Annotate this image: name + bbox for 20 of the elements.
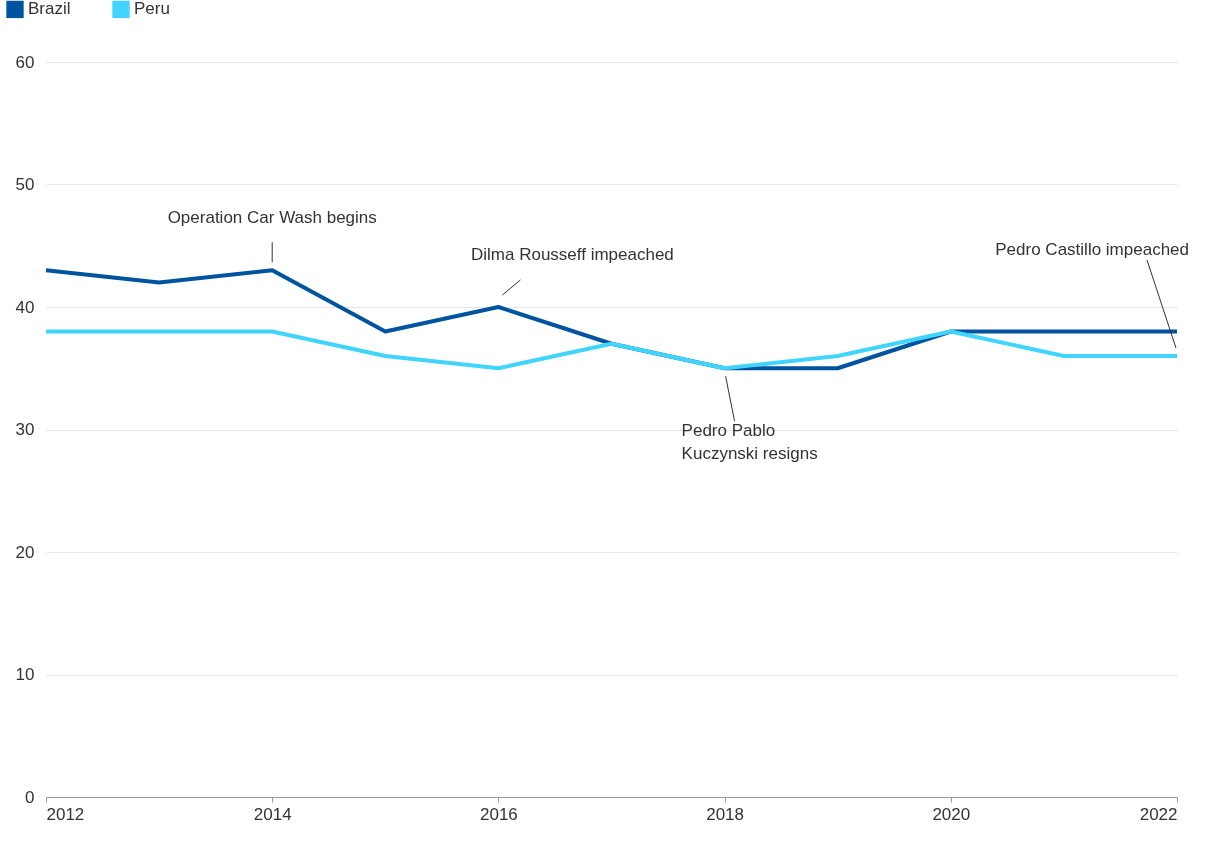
x-tick-label: 2016 bbox=[479, 804, 518, 824]
y-tick-label: 60 bbox=[15, 52, 35, 72]
line-series bbox=[44, 329, 1179, 371]
annotation: Pedro Castillo impeached bbox=[995, 240, 1189, 259]
y-tick-label: 30 bbox=[15, 420, 35, 439]
legend-label: Brazil bbox=[28, 0, 71, 19]
y-tick-label: 50 bbox=[15, 175, 35, 194]
x-tick-label: 2014 bbox=[253, 804, 292, 824]
y-tick-label: 10 bbox=[15, 665, 35, 684]
y-tick-label: 40 bbox=[15, 297, 35, 317]
annotation: Operation Car Wash begins bbox=[167, 208, 377, 228]
y-tick-label: 20 bbox=[15, 542, 35, 562]
x-tick-label: 2022 bbox=[1139, 804, 1178, 824]
x-tick-label: 2018 bbox=[706, 804, 745, 824]
annotation: Pedro Pablo Kuczynski resigns bbox=[681, 421, 818, 464]
x-tick-label: 2012 bbox=[46, 804, 85, 824]
x-tick-label: 2020 bbox=[932, 804, 971, 824]
y-tick-label: 0 bbox=[25, 787, 35, 807]
annotation: Dilma Rousseff impeached bbox=[470, 245, 674, 264]
legend-label: Peru bbox=[134, 0, 170, 19]
